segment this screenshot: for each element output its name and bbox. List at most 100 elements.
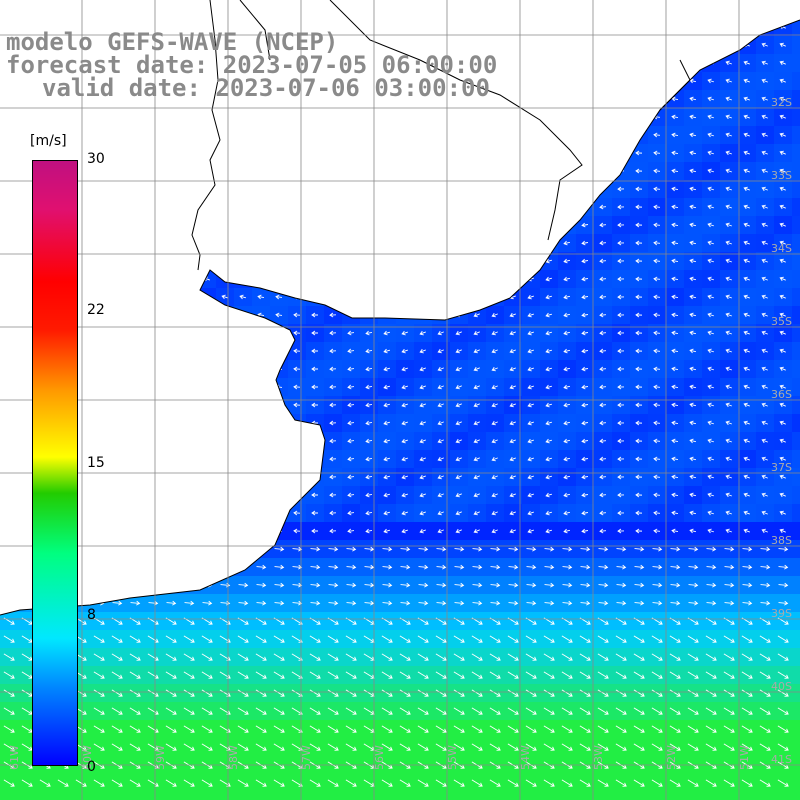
wind-arrow xyxy=(147,635,159,643)
wind-arrow xyxy=(689,384,697,390)
wind-arrow xyxy=(435,689,447,697)
wind-arrow xyxy=(129,743,141,751)
wind-arrow xyxy=(400,582,411,588)
wind-arrow xyxy=(129,707,141,715)
wind-arrow xyxy=(707,150,715,156)
wind-arrow xyxy=(706,582,717,588)
wind-cell xyxy=(432,432,451,451)
longitude-label: 57W xyxy=(300,745,313,770)
wind-arrow xyxy=(473,420,480,426)
wind-arrow xyxy=(327,671,339,679)
wind-arrow xyxy=(453,707,465,715)
wind-arrow xyxy=(741,635,753,643)
wind-arrow xyxy=(327,725,339,733)
wind-arrow xyxy=(707,258,715,264)
wind-arrow xyxy=(381,743,393,751)
wind-cell xyxy=(468,342,487,361)
wind-arrow xyxy=(669,743,681,751)
wind-cell xyxy=(396,324,415,343)
wind-arrow xyxy=(293,510,301,516)
wind-arrow xyxy=(615,653,627,661)
wind-arrow xyxy=(689,222,697,228)
wind-arrow xyxy=(617,402,625,408)
wind-arrow xyxy=(111,653,123,661)
wind-arrow xyxy=(165,653,177,661)
wind-cell xyxy=(522,378,541,397)
wind-cell xyxy=(432,378,451,397)
wind-cell xyxy=(792,720,800,739)
longitude-label: 55W xyxy=(446,745,459,770)
wind-cell xyxy=(792,792,800,800)
wind-arrow xyxy=(21,779,33,787)
wind-cell xyxy=(792,558,800,577)
wind-cell xyxy=(432,792,451,800)
wind-arrow xyxy=(129,671,141,679)
wind-arrow xyxy=(473,348,480,354)
wind-arrow xyxy=(652,564,663,570)
wind-arrow xyxy=(779,528,786,534)
wind-arrow xyxy=(419,474,426,480)
wind-arrow xyxy=(706,600,717,606)
wind-cell xyxy=(468,468,487,487)
wind-arrow xyxy=(615,779,627,787)
wind-arrow xyxy=(597,707,609,715)
wind-arrow xyxy=(653,222,661,228)
wind-arrow xyxy=(761,528,768,534)
wind-arrow xyxy=(669,689,681,697)
latitude-label: 40S xyxy=(771,680,792,693)
wind-arrow xyxy=(761,78,768,84)
wind-arrow xyxy=(418,582,429,588)
wind-arrow xyxy=(634,564,645,570)
wind-cell xyxy=(792,630,800,649)
wind-arrow xyxy=(617,240,625,246)
wind-cell xyxy=(648,792,667,800)
wind-cell xyxy=(792,72,800,91)
wind-arrow xyxy=(201,779,213,787)
wind-arrow xyxy=(563,366,571,372)
wind-arrow xyxy=(201,635,213,643)
wind-arrow xyxy=(383,492,391,498)
wind-arrow xyxy=(761,348,768,354)
wind-arrow xyxy=(507,707,519,715)
wind-arrow xyxy=(563,510,571,516)
wind-cell xyxy=(756,792,775,800)
wind-arrow xyxy=(689,510,697,516)
wind-arrow xyxy=(273,743,285,751)
wind-cell xyxy=(612,234,631,253)
wind-arrow xyxy=(365,330,373,336)
wind-arrow xyxy=(562,546,573,552)
wind-cell xyxy=(792,108,800,127)
wind-arrow xyxy=(580,582,591,588)
wind-arrow xyxy=(635,186,643,192)
wind-arrow xyxy=(779,222,786,228)
wind-arrow xyxy=(292,564,303,570)
wind-arrow xyxy=(401,366,408,372)
wind-cell xyxy=(432,486,451,505)
wind-cell xyxy=(450,378,469,397)
wind-arrow xyxy=(364,546,375,552)
wind-arrow xyxy=(471,635,483,643)
latitude-label: 36S xyxy=(771,388,792,401)
wind-arrow xyxy=(401,456,408,462)
wind-cell xyxy=(450,432,469,451)
wind-arrow xyxy=(707,114,715,120)
wind-arrow xyxy=(345,671,357,679)
wind-cell xyxy=(360,486,379,505)
wind-arrow xyxy=(561,635,573,643)
wind-arrow xyxy=(347,528,355,534)
wind-arrow xyxy=(184,600,195,606)
wind-arrow xyxy=(707,204,715,210)
wind-arrow xyxy=(651,779,663,787)
wind-arrow xyxy=(779,96,786,102)
wind-cell xyxy=(576,216,595,235)
wind-arrow xyxy=(525,743,537,751)
wind-cell xyxy=(486,378,505,397)
wind-arrow xyxy=(743,492,750,498)
wind-arrow xyxy=(579,779,591,787)
wind-arrow xyxy=(670,600,681,606)
wind-arrow xyxy=(581,402,589,408)
wind-cell xyxy=(792,288,800,307)
wind-arrow xyxy=(725,402,732,408)
wind-arrow xyxy=(525,671,537,679)
wind-arrow xyxy=(327,779,339,787)
